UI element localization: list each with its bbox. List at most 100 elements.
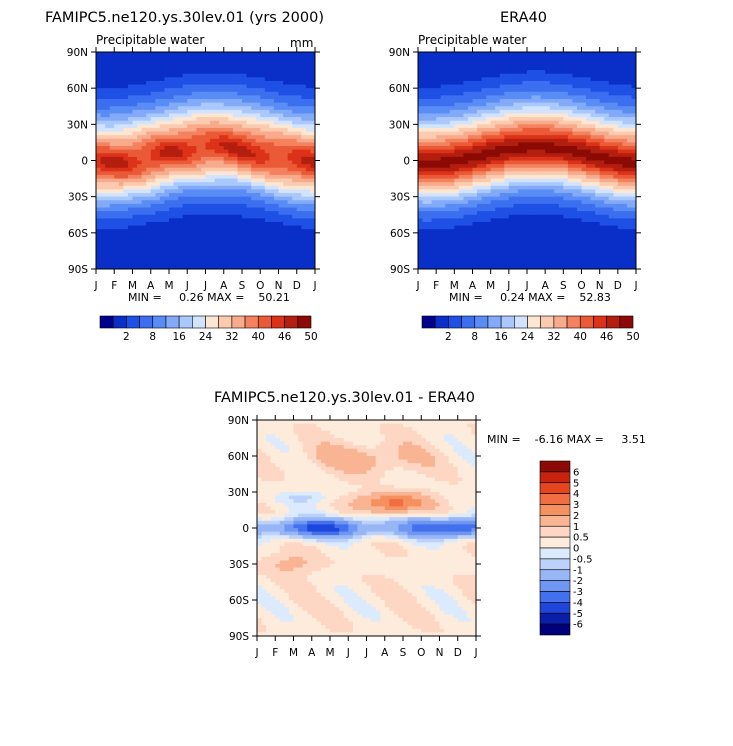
heatmap-cell [278, 117, 284, 122]
heatmap-cell [137, 236, 143, 241]
heatmap-cell [196, 117, 202, 122]
heatmap-cell [427, 55, 433, 60]
heatmap-cell [626, 52, 633, 57]
heatmap-cell [486, 73, 492, 78]
heatmap-cell [631, 174, 636, 180]
heatmap-cell [463, 164, 469, 169]
heatmap-cell [273, 261, 280, 266]
heatmap-cell [118, 138, 124, 144]
heatmap-cell [255, 106, 261, 111]
heatmap-cell [127, 203, 134, 209]
heatmap-cell [114, 236, 120, 241]
heatmap-cell [191, 62, 197, 68]
heatmap-cell [499, 84, 505, 89]
heatmap-cell [205, 207, 211, 212]
heatmap-cell [536, 70, 542, 75]
heatmap-cell [141, 189, 147, 194]
heatmap-cell [481, 102, 487, 107]
heatmap-cell [237, 99, 243, 104]
heatmap-cell [132, 229, 138, 234]
heatmap-cell [191, 250, 197, 256]
heatmap-cell [296, 243, 302, 248]
heatmap-cell [590, 193, 596, 198]
heatmap-cell [137, 153, 143, 158]
heatmap-cell [540, 135, 546, 140]
heatmap-cell [586, 164, 592, 169]
heatmap-cell [418, 77, 424, 82]
heatmap-cell [576, 156, 583, 162]
heatmap-cell [219, 156, 225, 162]
heatmap-cell [586, 167, 592, 172]
heatmap-cell [287, 247, 293, 252]
heatmap-cell [495, 189, 501, 194]
heatmap-cell [169, 117, 175, 122]
heatmap-cell [590, 99, 596, 104]
heatmap-cell [164, 59, 170, 64]
colorbar-swatch [178, 315, 193, 329]
heatmap-cell [251, 84, 257, 89]
heatmap-cell [576, 153, 583, 158]
heatmap-cell [182, 164, 188, 169]
heatmap-cell [260, 258, 266, 263]
heatmap-cell [123, 265, 129, 269]
heatmap-cell [96, 131, 102, 136]
heatmap-cell [273, 174, 280, 180]
heatmap-cell [251, 225, 257, 230]
heatmap-cell [490, 59, 496, 64]
heatmap-cell [273, 254, 280, 259]
heatmap-cell [445, 142, 451, 147]
heatmap-cell [109, 88, 115, 93]
heatmap-cell [527, 167, 533, 172]
heatmap-cell [486, 149, 492, 154]
heatmap-cell [269, 182, 275, 187]
heatmap-cell [481, 99, 487, 104]
colorbar-swatch [205, 315, 219, 329]
heatmap-cell [210, 250, 216, 256]
heatmap-cell [137, 207, 143, 212]
heatmap-cell [260, 127, 266, 133]
heatmap-cell [527, 84, 533, 89]
heatmap-cell [581, 62, 587, 68]
heatmap-cell [173, 135, 179, 140]
heatmap-cell [604, 66, 610, 71]
heatmap-cell [146, 254, 152, 259]
heatmap-cell [486, 171, 492, 176]
heatmap-cell [182, 240, 188, 245]
heatmap-cell [522, 117, 528, 122]
heatmap-cell [273, 193, 280, 198]
heatmap-cell [105, 211, 111, 216]
heatmap-cell [427, 182, 433, 187]
heatmap-cell [481, 142, 487, 147]
heatmap-cell [164, 156, 170, 162]
heatmap-cell [173, 62, 179, 68]
heatmap-cell [191, 106, 197, 111]
heatmap-cell [427, 174, 433, 180]
heatmap-cell [223, 261, 229, 266]
heatmap-cell [246, 221, 252, 227]
heatmap-cell [96, 106, 102, 111]
heatmap-cell [540, 189, 546, 194]
heatmap-cell [431, 120, 437, 125]
heatmap-cell [205, 59, 211, 64]
heatmap-cell [513, 174, 519, 180]
heatmap-cell [486, 102, 492, 107]
heatmap-cell [292, 164, 298, 169]
heatmap-cell [613, 84, 619, 89]
heatmap-cell [472, 178, 478, 183]
heatmap-cell [228, 250, 234, 256]
heatmap-cell [205, 254, 211, 259]
heatmap-cell [155, 106, 161, 111]
heatmap-cell [305, 113, 312, 118]
heatmap-cell [237, 178, 243, 183]
heatmap-cell [96, 225, 102, 230]
heatmap-cell [255, 178, 261, 183]
heatmap-cell [182, 120, 188, 125]
heatmap-cell [292, 77, 298, 82]
heatmap-cell [554, 171, 560, 176]
heatmap-cell [301, 77, 307, 82]
heatmap-cell [305, 73, 312, 78]
heatmap-cell [273, 106, 280, 111]
heatmap-cell [310, 113, 315, 118]
heatmap-cell [278, 73, 284, 78]
heatmap-cell [155, 146, 161, 151]
